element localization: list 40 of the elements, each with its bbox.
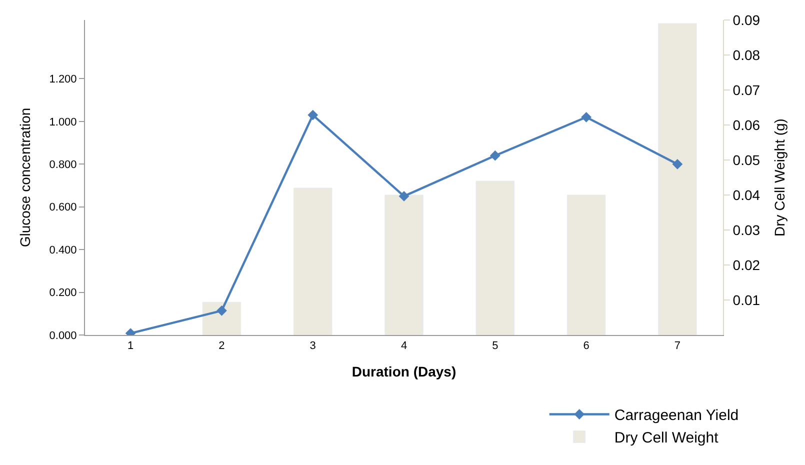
y2-tick-label: 0.05 <box>732 152 760 168</box>
x-tick-label: 1 <box>128 340 134 352</box>
y2-tick-label: 0.07 <box>732 82 760 98</box>
bar <box>202 302 242 335</box>
y-tick-label: 0.000 <box>49 330 77 342</box>
y2-tick-label: 0.04 <box>732 186 760 203</box>
x-tick-label: 6 <box>583 340 590 352</box>
y2-tick-label: 0.09 <box>732 12 760 28</box>
x-axis-title: Duration (Days) <box>352 364 456 380</box>
point <box>308 110 318 120</box>
x-tick-label: 3 <box>310 340 316 352</box>
bar <box>658 23 697 335</box>
bar <box>476 180 515 335</box>
x-tick-label: 5 <box>492 340 498 352</box>
x-tick-label: 2 <box>218 340 225 352</box>
y2-tick-label: 0.08 <box>732 46 760 63</box>
legend-label: Carrageenan Yield <box>614 407 739 424</box>
point <box>672 158 683 170</box>
bar <box>293 188 332 335</box>
x-tick-label: 4 <box>400 340 408 352</box>
y2-axis-title: Dry Cell Weight (g) <box>772 118 788 236</box>
bar <box>566 194 606 335</box>
y-tick-label: 0.600 <box>49 202 77 214</box>
y-axis-title: Glucose concentration <box>16 108 33 248</box>
y-tick-label: 0.200 <box>49 287 77 300</box>
bar <box>384 194 424 335</box>
point <box>398 190 410 202</box>
y2-tick-label: 0.06 <box>732 116 760 133</box>
point <box>581 112 592 122</box>
y2-tick-label: 0.03 <box>732 222 760 238</box>
y2-tick-label: 0.02 <box>732 256 760 273</box>
x-tick-label: 7 <box>674 340 680 352</box>
y-tick-label: 1.200 <box>49 74 77 86</box>
y-tick-label: 1.000 <box>49 116 77 128</box>
point <box>216 305 227 316</box>
y-tick-label: 0.400 <box>49 244 77 256</box>
legend-label: Dry Cell Weight <box>614 430 720 447</box>
y-tick-label: 0.800 <box>49 159 77 171</box>
y2-tick-label: 0.01 <box>732 292 760 308</box>
point <box>490 150 500 161</box>
